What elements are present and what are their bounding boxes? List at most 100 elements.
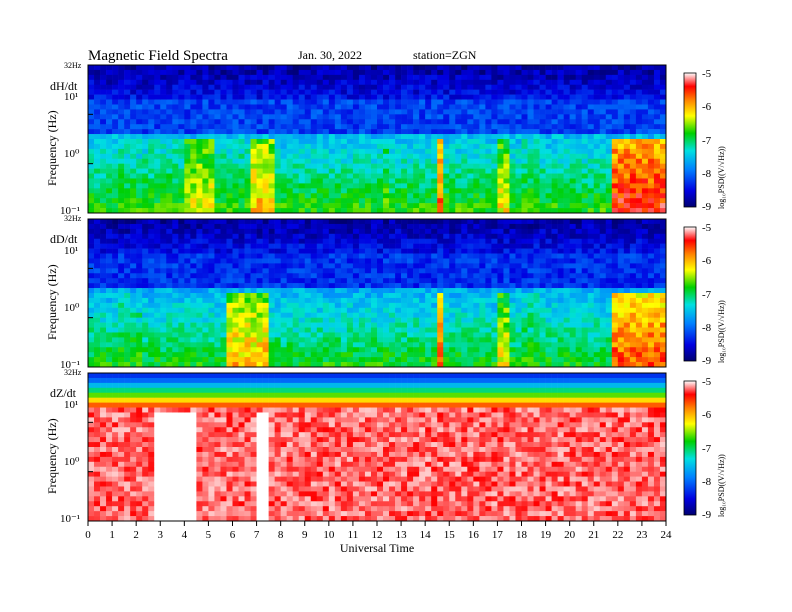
heatmap-cell (316, 352, 324, 358)
heatmap-cell (593, 79, 601, 86)
heatmap-cell (124, 134, 131, 140)
heatmap-cell (419, 263, 426, 269)
heatmap-cell (539, 84, 546, 90)
heatmap-cell (292, 188, 300, 194)
heatmap-cell (136, 168, 143, 174)
heatmap-cell (587, 104, 595, 110)
heatmap-cell (202, 312, 209, 318)
heatmap-cell (593, 74, 601, 81)
heatmap-cell (130, 238, 137, 244)
heatmap-cell (262, 158, 269, 164)
heatmap-cell (286, 89, 294, 95)
heatmap-cell (431, 153, 438, 160)
heatmap-cell (503, 238, 510, 244)
heatmap-cell (425, 114, 432, 120)
heatmap-cell (491, 69, 498, 76)
heatmap-cell (130, 243, 137, 249)
heatmap-cell (461, 219, 468, 225)
heatmap-cell (389, 327, 396, 333)
heatmap-cell (527, 114, 534, 120)
heatmap-cell (352, 288, 360, 294)
heatmap-cell (118, 99, 125, 105)
heatmap-cell (250, 198, 257, 204)
heatmap-cell (370, 143, 378, 150)
heatmap-cell (395, 183, 402, 189)
heatmap-cell (226, 347, 233, 353)
heatmap-cell (352, 109, 360, 115)
heatmap-cell (298, 317, 306, 323)
heatmap-cell (202, 268, 209, 274)
heatmap-cell (575, 74, 583, 81)
heatmap-cell (389, 168, 396, 174)
heatmap-cell (166, 124, 173, 130)
heatmap-cell (334, 69, 342, 76)
heatmap-cell (346, 94, 354, 100)
heatmap-cell (358, 357, 366, 363)
heatmap-cell (208, 253, 215, 259)
heatmap-cell (419, 143, 426, 150)
heatmap-cell (389, 317, 396, 323)
heatmap-cell (328, 219, 336, 225)
heatmap-cell (94, 84, 101, 90)
heatmap-cell (401, 203, 408, 209)
heatmap-cell (539, 89, 546, 95)
heatmap-cell (352, 183, 360, 189)
heatmap-cell (130, 183, 137, 189)
heatmap-cell (334, 168, 342, 174)
heatmap-cell (124, 198, 131, 204)
heatmap-cell (443, 253, 450, 259)
heatmap-cell (340, 74, 348, 81)
heatmap-cell (401, 302, 408, 309)
heatmap-cell (304, 114, 312, 120)
heatmap-cell (395, 337, 402, 343)
heatmap-cell (286, 208, 294, 214)
heatmap-cell (322, 297, 330, 304)
heatmap-cell (166, 168, 173, 174)
heatmap-cell (334, 228, 342, 235)
heatmap-cell (256, 74, 263, 81)
heatmap-cell (479, 273, 486, 279)
heatmap-cell (250, 337, 257, 343)
heatmap-cell (364, 188, 372, 194)
heatmap-cell (112, 233, 119, 240)
heatmap-cell (232, 148, 239, 155)
heatmap-cell (647, 89, 655, 95)
heatmap-cell (551, 139, 558, 145)
heatmap-cell (479, 347, 486, 353)
heatmap-cell (334, 312, 342, 318)
heatmap-cell (491, 337, 498, 343)
heatmap-cell (370, 293, 378, 299)
heatmap-cell (88, 322, 95, 328)
heatmap-cell (340, 173, 348, 179)
heatmap-cell (124, 219, 131, 225)
heatmap-cell (214, 233, 221, 240)
heatmap-cell (455, 129, 462, 135)
heatmap-cell (425, 129, 432, 135)
heatmap-cell (407, 297, 414, 304)
heatmap-cell (106, 283, 113, 289)
heatmap-cell (154, 203, 161, 209)
heatmap-cell (322, 312, 330, 318)
heatmap-cell (280, 208, 287, 214)
heatmap-cell (413, 223, 420, 230)
heatmap-cell (352, 198, 360, 204)
heatmap-cell (617, 158, 625, 164)
heatmap-cell (485, 243, 492, 249)
heatmap-cell (250, 243, 257, 249)
heatmap-cell (413, 342, 420, 348)
heatmap-cell (268, 109, 275, 115)
heatmap-cell (461, 243, 468, 249)
heatmap-cell (298, 198, 306, 204)
heatmap-cell (370, 342, 378, 348)
heatmap-cell (154, 283, 161, 289)
heatmap-cell (623, 188, 631, 194)
heatmap-cell (509, 94, 516, 100)
heatmap-cell (389, 139, 396, 145)
heatmap-cell (437, 119, 444, 125)
heatmap-cell (593, 114, 601, 120)
heatmap-cell (226, 288, 233, 294)
heatmap-cell (659, 208, 667, 214)
heatmap-cell (220, 278, 227, 284)
heatmap-cell (497, 243, 504, 249)
heatmap-cell (395, 99, 402, 105)
